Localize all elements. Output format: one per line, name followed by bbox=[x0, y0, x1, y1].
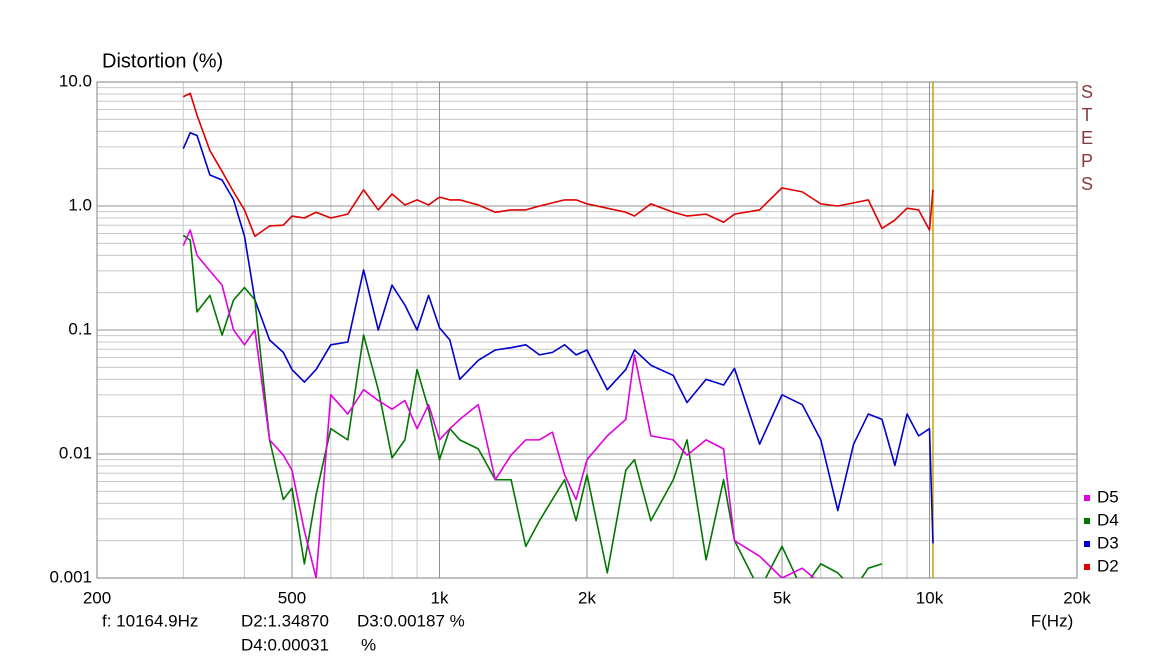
legend-swatch bbox=[1084, 518, 1090, 524]
x-tick-label: 200 bbox=[83, 588, 111, 607]
chart-title: Distortion (%) bbox=[102, 50, 223, 72]
legend-label: D2 bbox=[1097, 556, 1119, 575]
side-label: STEPS bbox=[1077, 82, 1097, 197]
x-tick-label: 1k bbox=[431, 588, 449, 607]
y-tick-label: 0.01 bbox=[59, 443, 92, 462]
legend-label: D3 bbox=[1097, 533, 1119, 552]
readout: D2:1.34870 bbox=[241, 611, 329, 630]
readout: D3:0.00187 % bbox=[357, 611, 465, 630]
readout: f: 10164.9Hz bbox=[102, 611, 198, 630]
y-tick-label: 0.001 bbox=[49, 567, 92, 586]
readout: % bbox=[361, 635, 376, 654]
x-tick-label: 5k bbox=[773, 588, 791, 607]
plot-frame bbox=[96, 81, 1078, 579]
legend-swatch bbox=[1084, 541, 1090, 547]
legend-swatch bbox=[1084, 564, 1090, 570]
legend-swatch bbox=[1084, 495, 1090, 501]
plot-area bbox=[182, 92, 934, 578]
series-line bbox=[182, 229, 816, 578]
x-axis-label: F(Hz) bbox=[1031, 611, 1073, 630]
y-tick-label: 0.1 bbox=[68, 319, 92, 338]
x-tick-label: 10k bbox=[916, 588, 944, 607]
y-tick-label: 10.0 bbox=[59, 71, 92, 90]
legend-label: D5 bbox=[1097, 487, 1119, 506]
x-tick-label: 2k bbox=[578, 588, 596, 607]
readout: D4:0.00031 bbox=[241, 635, 329, 654]
x-tick-label: 500 bbox=[278, 588, 306, 607]
x-tick-label: 20k bbox=[1063, 588, 1091, 607]
legend-label: D4 bbox=[1097, 510, 1119, 529]
y-tick-label: 1.0 bbox=[68, 195, 92, 214]
series-line bbox=[182, 92, 934, 238]
series-line bbox=[182, 131, 934, 544]
